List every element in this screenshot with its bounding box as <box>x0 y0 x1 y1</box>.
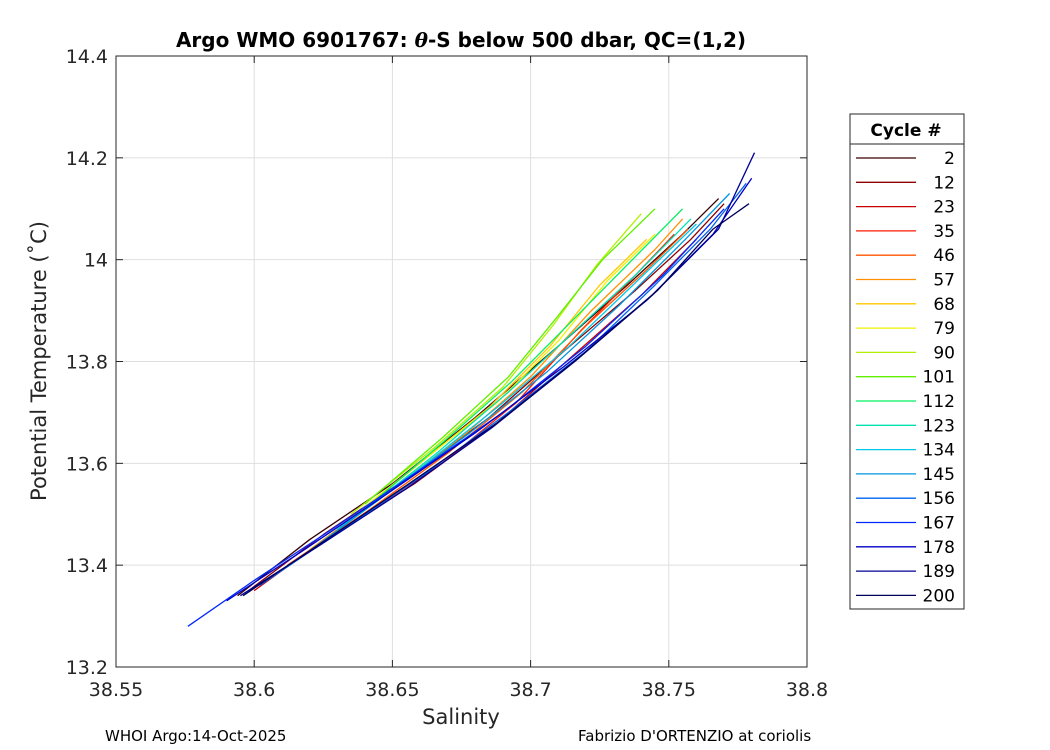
legend-label: 2 <box>944 149 955 169</box>
legend-label: 123 <box>923 416 955 436</box>
legend-label: 68 <box>933 295 955 315</box>
x-tick-label: 38.6 <box>233 679 275 701</box>
x-tick-label: 38.8 <box>786 679 828 701</box>
series-line-cycle-167 <box>187 208 725 627</box>
footer-credit: Fabrizio D'ORTENZIO at coriolis <box>578 727 811 745</box>
legend-entries: 2 12 23 35 46 57 68 79 90 101 112 123 134 145 156 167 17… <box>856 149 955 606</box>
legend-title: Cycle # <box>870 121 941 141</box>
x-tick-label: 38.65 <box>365 679 419 701</box>
series-line-cycle-90 <box>350 213 642 515</box>
legend-label: 112 <box>923 392 955 412</box>
legend-label: 90 <box>933 343 955 363</box>
legend-label: 46 <box>933 246 955 266</box>
legend-label: 23 <box>933 198 955 218</box>
series-line-cycle-156 <box>259 182 747 587</box>
x-axis-label: Salinity <box>422 705 500 729</box>
x-tick-label: 38.55 <box>89 679 143 701</box>
legend-label: 167 <box>923 514 955 534</box>
legend-label: 156 <box>923 489 955 509</box>
legend-label: 79 <box>933 319 955 339</box>
x-tick-label: 38.7 <box>509 679 551 701</box>
legend-label: 35 <box>933 222 955 242</box>
legend-box <box>849 113 965 610</box>
legend: Cycle # 2 12 23 35 46 57 68 79 90 101 112 123 134 145… <box>849 113 965 610</box>
series-line-cycle-200 <box>242 203 750 597</box>
footer-date: WHOI Argo:14-Oct-2025 <box>105 727 286 745</box>
axis-ticks: 38.55 38.6 38.65 38.7 38.75 38.8 13.2 13.4 13.6 1… <box>66 46 828 701</box>
y-tick-label: 14.4 <box>66 46 108 68</box>
y-axis-label: Potential Temperature (˚C) <box>27 221 51 501</box>
series-line-cycle-123 <box>358 218 692 515</box>
data-series <box>187 152 756 627</box>
legend-label: 200 <box>923 586 955 606</box>
legend-label: 178 <box>923 538 955 558</box>
legend-label: 145 <box>923 465 955 485</box>
legend-label: 189 <box>923 562 955 582</box>
grid-lines <box>116 56 807 667</box>
x-tick-label: 38.75 <box>642 679 696 701</box>
y-tick-label: 13.4 <box>66 555 108 577</box>
series-line-cycle-112 <box>364 208 684 510</box>
legend-label: 12 <box>933 173 955 193</box>
chart-title: Argo WMO 6901767: θ-S below 500 dbar, QC… <box>176 28 746 52</box>
y-tick-label: 13.8 <box>66 352 108 374</box>
y-tick-label: 13.6 <box>66 453 108 475</box>
legend-label: 134 <box>923 441 955 461</box>
y-tick-label: 14 <box>84 250 108 272</box>
series-line-cycle-101 <box>364 208 656 505</box>
y-tick-label: 14.2 <box>66 148 108 170</box>
legend-label: 101 <box>923 368 955 388</box>
legend-label: 57 <box>933 271 955 291</box>
y-tick-label: 13.2 <box>66 657 108 679</box>
